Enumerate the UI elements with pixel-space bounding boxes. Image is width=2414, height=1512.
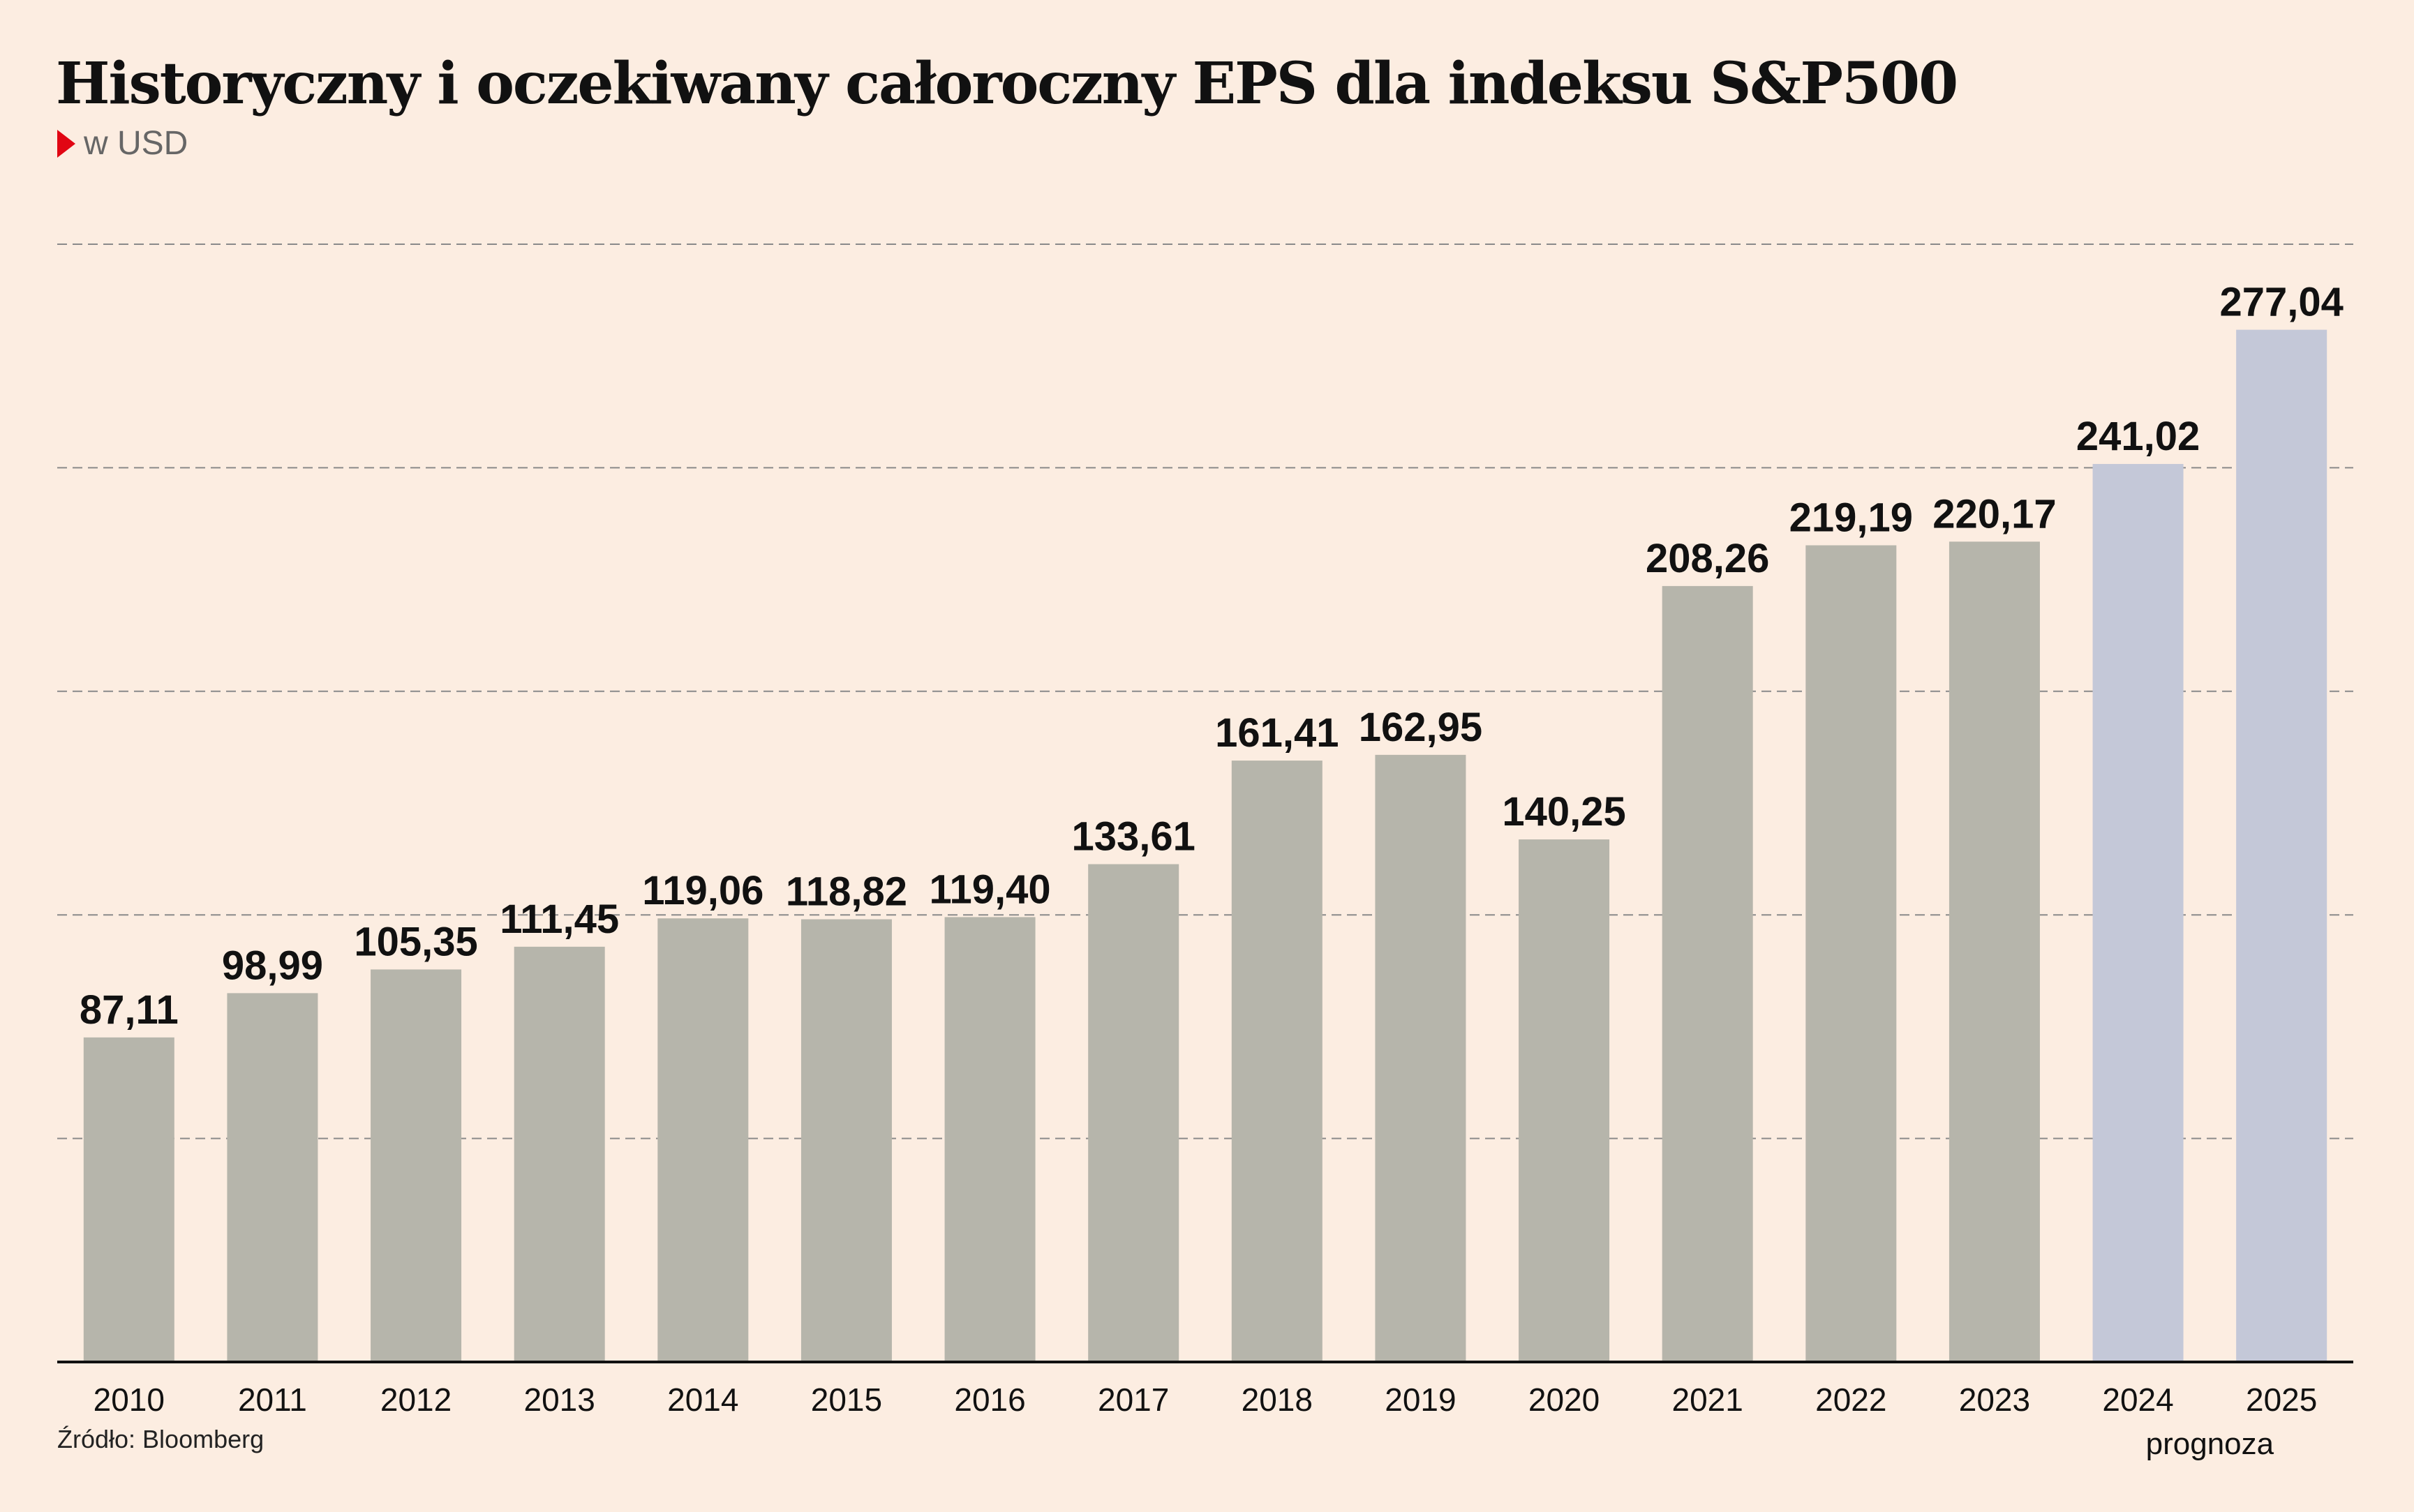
data-label-2011: 98,99 [222,943,323,988]
x-tick-labels: 2010 2011 2012 2013 2014 2015 2016 2017 2018 2019… [94,1382,2318,1418]
data-label-2021: 208,26 [1646,536,1769,581]
chart-title: Historyczny i oczekiwany całoroczny EPS … [56,50,1958,117]
data-label-2012: 105,35 [354,919,477,964]
x-tick-2022: 2022 [1815,1382,1886,1418]
x-tick-2010: 2010 [94,1382,165,1418]
x-tick-2011: 2011 [238,1382,307,1418]
bar-2015 [800,919,892,1362]
bar-2022 [1805,545,1897,1362]
x-tick-2020: 2020 [1528,1382,1600,1418]
bar-2020 [1519,839,1610,1362]
x-tick-2017: 2017 [1098,1382,1169,1418]
subtitle-row: w USD [57,124,188,163]
bar-2025 [2236,329,2327,1362]
bar-2024 [2092,463,2184,1363]
x-tick-2015: 2015 [811,1382,882,1418]
x-tick-2012: 2012 [380,1382,452,1418]
bar-2017 [1088,864,1179,1362]
data-label-2022: 219,19 [1789,495,1913,541]
chart-subtitle: w USD [84,125,188,162]
x-tick-2016: 2016 [954,1382,1025,1418]
bar-2011 [227,993,318,1362]
bar-2023 [1949,541,2040,1362]
bar-2016 [944,917,1036,1362]
bars [83,329,2327,1363]
data-label-2015: 118,82 [786,869,907,915]
triangle-marker-icon [57,129,75,158]
bar-2021 [1662,585,1753,1362]
bar-2012 [371,969,462,1362]
x-tick-2024: 2024 [2102,1382,2173,1418]
data-label-2020: 140,25 [1502,789,1625,834]
x-tick-2019: 2019 [1385,1382,1456,1418]
data-label-2024: 241,02 [2076,414,2200,459]
bar-2018 [1231,761,1323,1362]
data-label-2023: 220,17 [1932,491,2056,537]
bar-2019 [1375,754,1466,1362]
data-label-2018: 161,41 [1215,710,1339,756]
data-label-2019: 162,95 [1359,705,1482,750]
x-tick-2025: 2025 [2246,1382,2317,1418]
x-tick-2018: 2018 [1242,1382,1313,1418]
data-label-2025: 277,04 [2219,280,2343,325]
bar-2014 [657,918,749,1362]
data-label-2013: 111,45 [500,897,619,942]
data-label-2014: 119,06 [642,868,763,913]
data-label-2017: 133,61 [1071,814,1195,860]
data-label-2010: 87,11 [80,987,179,1033]
x-tick-2023: 2023 [1959,1382,2030,1418]
source-note: Źródło: Bloomberg [57,1425,265,1453]
x-tick-2021: 2021 [1672,1382,1743,1418]
x-tick-2013: 2013 [524,1382,595,1418]
bar-2013 [514,946,605,1362]
data-label-2016: 119,40 [929,867,1050,912]
data-labels: 87,11 98,99 105,35 111,45 119,06 118,82 119,40… [80,280,2344,1033]
bar-2010 [83,1037,174,1362]
x-tick-2014: 2014 [667,1382,738,1418]
forecast-note: prognoza [2146,1427,2274,1461]
